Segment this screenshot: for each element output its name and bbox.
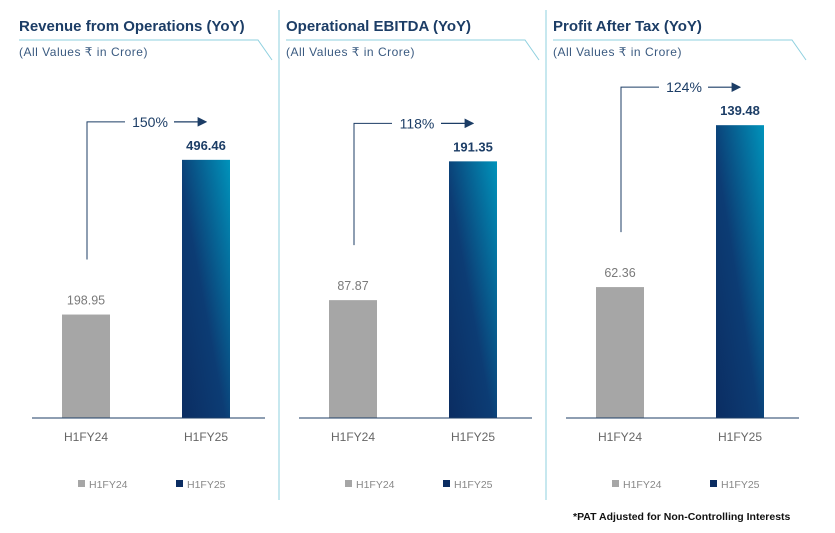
category-label: H1FY24	[331, 430, 375, 444]
footnote: *PAT Adjusted for Non-Controlling Intere…	[573, 511, 791, 523]
title-underline	[19, 39, 273, 61]
legend-swatch-h1fy25	[443, 480, 450, 487]
legend-label: H1FY24	[623, 479, 662, 491]
category-label: H1FY25	[184, 430, 228, 444]
growth-label: 124%	[666, 79, 702, 95]
legend-label: H1FY25	[187, 479, 226, 491]
chart-title: Operational EBITDA (YoY)	[286, 18, 471, 35]
category-label: H1FY24	[64, 430, 108, 444]
legend-label: H1FY25	[721, 479, 760, 491]
chart-subtitle: (All Values ₹ in Crore)	[553, 45, 682, 59]
growth-connector	[86, 121, 125, 260]
value-label: 191.35	[453, 139, 493, 154]
bar-h1fy25	[716, 125, 764, 418]
legend-label: H1FY24	[356, 479, 395, 491]
chart-title: Revenue from Operations (YoY)	[19, 18, 245, 35]
growth-connector	[620, 86, 659, 233]
chart-subtitle: (All Values ₹ in Crore)	[286, 45, 415, 59]
category-label: H1FY25	[451, 430, 495, 444]
value-label: 496.46	[186, 138, 226, 153]
growth-connector	[353, 122, 392, 246]
bar-h1fy24	[329, 300, 377, 418]
chart-title: Profit After Tax (YoY)	[553, 18, 702, 35]
legend-swatch-h1fy25	[176, 480, 183, 487]
legend-label: H1FY25	[454, 479, 493, 491]
value-label: 62.36	[604, 266, 635, 280]
chart-subtitle: (All Values ₹ in Crore)	[19, 45, 148, 59]
title-underline	[553, 39, 807, 61]
value-label: 87.87	[337, 279, 368, 293]
category-label: H1FY25	[718, 430, 762, 444]
category-label: H1FY24	[598, 430, 642, 444]
growth-label: 118%	[400, 115, 435, 131]
bar-h1fy24	[62, 314, 110, 418]
bar-h1fy25	[182, 159, 230, 418]
value-label: 139.48	[720, 103, 760, 118]
title-underline	[286, 39, 540, 61]
growth-label: 150%	[132, 114, 168, 130]
legend-swatch-h1fy24	[612, 480, 619, 487]
value-label: 198.95	[67, 294, 105, 308]
legend-swatch-h1fy25	[710, 480, 717, 487]
bar-h1fy25	[449, 161, 497, 418]
bar-h1fy24	[596, 287, 644, 418]
legend-swatch-h1fy24	[78, 480, 85, 487]
legend-swatch-h1fy24	[345, 480, 352, 487]
legend-label: H1FY24	[89, 479, 128, 491]
